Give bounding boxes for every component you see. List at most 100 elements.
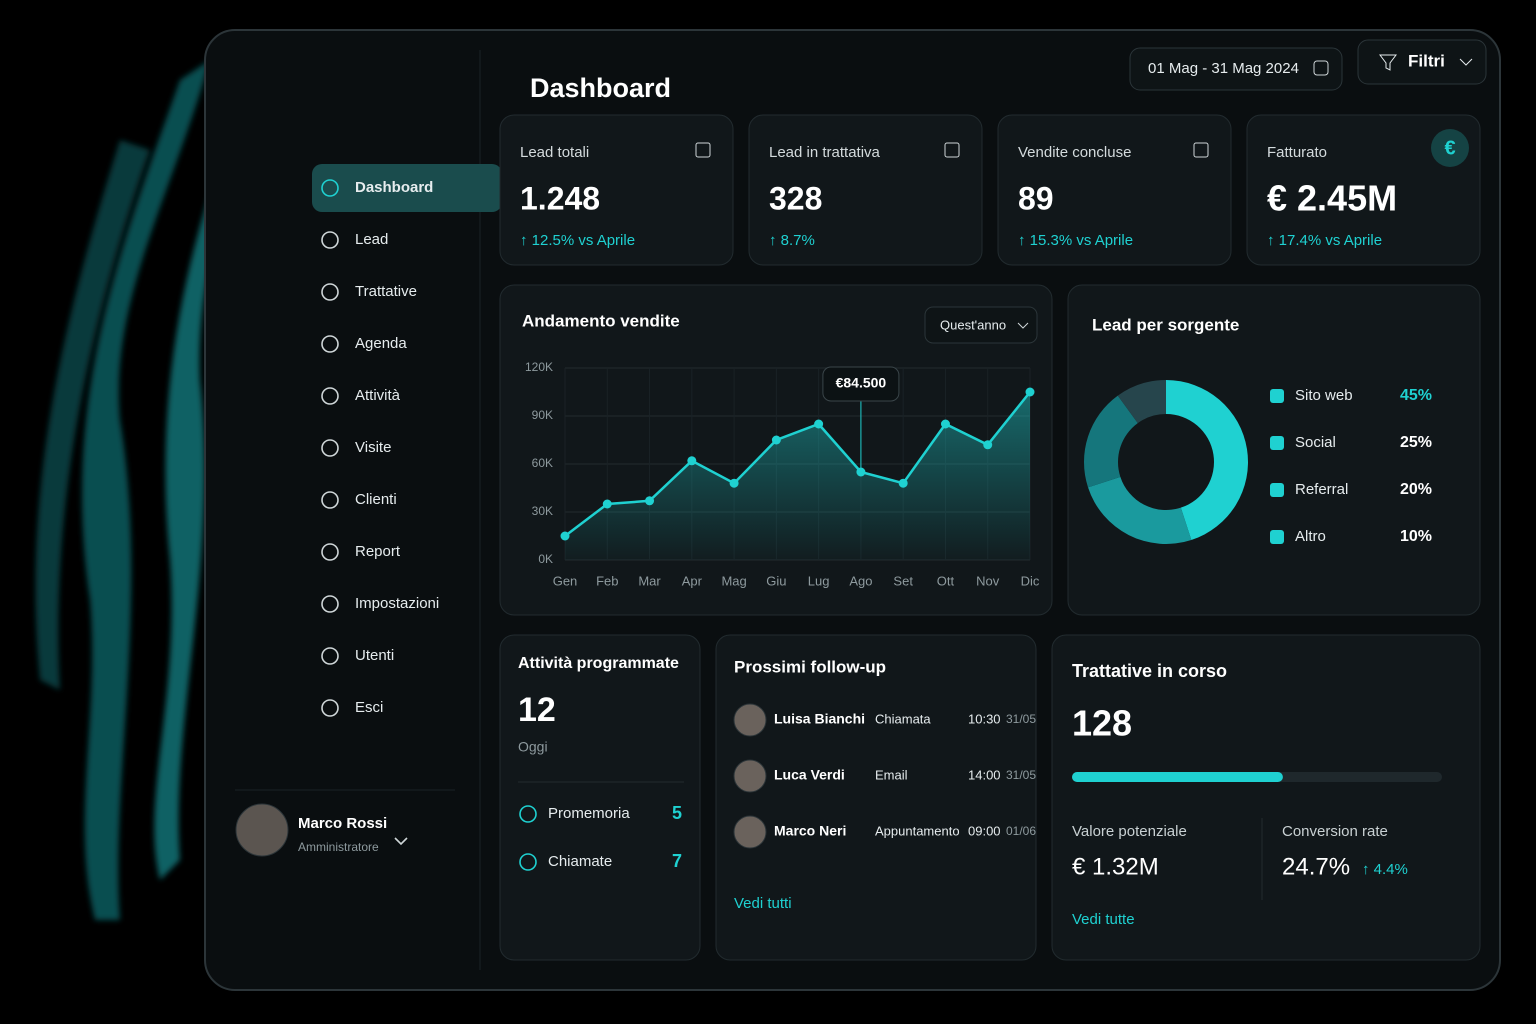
- nav-item[interactable]: Impostazioni: [355, 595, 439, 612]
- kpi-icon: [695, 142, 711, 158]
- x-tick-label: Apr: [682, 573, 703, 588]
- kpi-label: Fatturato: [1267, 144, 1327, 161]
- point: [729, 478, 739, 488]
- nav-item[interactable]: Utenti: [355, 647, 394, 664]
- x-tick-label: Mar: [638, 573, 661, 588]
- date-range-button[interactable]: [1129, 47, 1343, 91]
- card-title: Trattative in corso: [1072, 661, 1227, 681]
- user-menu-chevron[interactable]: [394, 837, 408, 846]
- filter-icon: [1379, 54, 1397, 71]
- kpi-label: Vendite concluse: [1018, 144, 1131, 161]
- nav-item[interactable]: Dashboard: [355, 179, 433, 196]
- nav-icon: [321, 491, 339, 509]
- nav-icon: [321, 283, 339, 301]
- legend-label: Referral: [1295, 481, 1348, 498]
- chevron-icon: [1459, 58, 1473, 66]
- contact-name: Luca Verdi: [774, 767, 845, 783]
- activity-icon: [519, 805, 537, 823]
- link[interactable]: Vedi tutte: [1072, 911, 1135, 928]
- legend-swatch: [1270, 530, 1284, 544]
- x-tick-label: Set: [893, 573, 913, 588]
- legend-label: Altro: [1295, 528, 1326, 545]
- point: [645, 496, 655, 506]
- nav-icon: [321, 231, 339, 249]
- contact-avatar: [733, 815, 767, 849]
- x-tick-label: Lug: [808, 573, 830, 588]
- contact-date: 01/06: [1006, 824, 1036, 838]
- activity-label: Chiamate: [548, 853, 612, 870]
- progress-bar: [1072, 772, 1283, 782]
- nav-item[interactable]: Attività: [355, 387, 401, 404]
- activity-count: 7: [672, 851, 682, 871]
- point: [560, 531, 570, 541]
- kpi-label: Lead in trattativa: [769, 144, 881, 161]
- contact-time: 10:30: [968, 711, 1001, 726]
- kpi-badge-text: €: [1444, 137, 1455, 159]
- contact-name: Luisa Bianchi: [774, 711, 865, 727]
- x-tick-label: Ott: [937, 573, 955, 588]
- x-tick-label: Giu: [766, 573, 786, 588]
- nav-item[interactable]: Lead: [355, 231, 388, 248]
- point: [1025, 387, 1035, 397]
- user-name: Marco Rossi: [298, 815, 387, 832]
- contact-type: Appuntamento: [875, 823, 960, 838]
- value-label: 20%: [1400, 481, 1432, 498]
- contact-avatar: [733, 703, 767, 737]
- nav-icon: [321, 647, 339, 665]
- activities-count: 12: [518, 691, 556, 729]
- kpi-card: [997, 114, 1232, 266]
- legend-label: Sito web: [1295, 387, 1353, 404]
- period-selector[interactable]: [924, 306, 1038, 344]
- nav-icon: [321, 387, 339, 405]
- kpi-value: € 2.45M: [1267, 178, 1397, 219]
- point: [983, 440, 993, 450]
- kpi-value: 1.248: [520, 180, 600, 216]
- nav-icon: [321, 335, 339, 353]
- kpi-card: [499, 114, 734, 266]
- page-title: Dashboard: [530, 73, 671, 103]
- contact-type: Chiamata: [875, 711, 931, 726]
- y-tick-label: 30K: [532, 504, 553, 518]
- x-tick-label: Mag: [721, 573, 746, 588]
- donut-slice: [1117, 380, 1166, 424]
- nav-item[interactable]: Esci: [355, 699, 383, 716]
- card-title: Prossimi follow-up: [734, 657, 886, 676]
- nav-item[interactable]: Agenda: [355, 335, 407, 352]
- nav-icon: [321, 439, 339, 457]
- user-role: Amministratore: [298, 840, 379, 854]
- kpi-change: ↑ 12.5% vs Aprile: [520, 232, 635, 249]
- deals-card: [1051, 634, 1481, 961]
- nav-item[interactable]: Report: [355, 543, 401, 560]
- deals-count: 128: [1072, 703, 1132, 744]
- line: [564, 391, 1031, 537]
- metric-change: ↑ 4.4%: [1362, 861, 1408, 878]
- point: [602, 499, 612, 509]
- metric-value: 24.7%: [1282, 853, 1350, 880]
- contact-time: 09:00: [968, 823, 1001, 838]
- contact-date: 31/05: [1006, 768, 1036, 782]
- donut-slice: [1166, 380, 1248, 540]
- kpi-change: ↑ 15.3% vs Aprile: [1018, 232, 1133, 249]
- nav-item[interactable]: Visite: [355, 439, 391, 456]
- contact-avatar: [733, 759, 767, 793]
- link[interactable]: Vedi tutti: [734, 895, 792, 912]
- filter-label: Filtri: [1408, 51, 1445, 70]
- chart-title: Lead per sorgente: [1092, 315, 1239, 334]
- kpi-value: 89: [1018, 180, 1054, 216]
- activity-label: Promemoria: [548, 805, 630, 822]
- point: [814, 419, 824, 429]
- value-label: 10%: [1400, 528, 1432, 545]
- chart-title: Andamento vendite: [522, 311, 680, 330]
- nav-icon: [321, 179, 339, 197]
- activities-sub: Oggi: [518, 739, 548, 755]
- nav-item[interactable]: Trattative: [355, 283, 417, 300]
- period-chevron: [1017, 322, 1029, 329]
- user-avatar: [235, 803, 289, 857]
- nav-icon: [321, 699, 339, 717]
- filter-button[interactable]: [1357, 39, 1487, 85]
- kpi-card: [748, 114, 983, 266]
- nav-item[interactable]: Clienti: [355, 491, 397, 508]
- kpi-icon: [944, 142, 960, 158]
- metric-label: Valore potenziale: [1072, 823, 1187, 840]
